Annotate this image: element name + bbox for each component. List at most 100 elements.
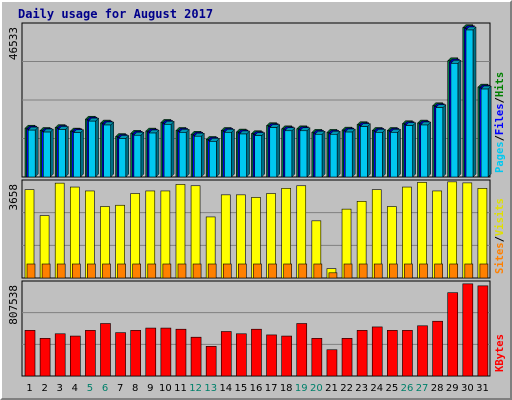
bar-pages-day-12-side [201, 132, 205, 178]
kbytes-series-label: KBytes [494, 334, 506, 372]
sites-visits-axis-label: 3658 [7, 184, 20, 211]
bar-pages-day-30-side [472, 26, 477, 178]
bar-kbytes-day-31 [477, 285, 489, 377]
kbytes-axis-label: 807538 [7, 285, 20, 325]
bar-kbytes-day-2 [39, 338, 51, 377]
bar-sites-day-17 [268, 263, 277, 279]
x-tick-label-day-1: 1 [26, 383, 32, 394]
bar-pages-day-26-side [412, 122, 416, 178]
chart-title: Daily usage for August 2017 [18, 7, 214, 21]
bar-visits-day-27 [417, 182, 427, 279]
x-tick-label-day-23: 23 [355, 383, 368, 394]
series-label-: / [494, 135, 506, 141]
bar-kbytes-day-7 [115, 332, 126, 377]
series-label-pages: Pages [494, 141, 506, 173]
bar-sites-day-8 [132, 263, 141, 279]
x-tick-label-day-8: 8 [132, 383, 138, 394]
bar-kbytes-day-16 [251, 328, 262, 377]
x-tick-label-day-11: 11 [174, 383, 187, 394]
series-label-kbytes: KBytes [494, 334, 506, 372]
x-tick-label-day-2: 2 [41, 383, 47, 394]
bar-kbytes-day-20 [311, 338, 323, 377]
x-tick-label-day-13: 13 [204, 383, 217, 394]
bar-sites-day-10 [162, 263, 172, 279]
x-tick-label-day-25: 25 [386, 383, 399, 394]
x-tick-label-day-14: 14 [219, 383, 232, 394]
bar-pages-day-6 [103, 124, 111, 178]
bar-pages-day-2 [42, 131, 51, 178]
bar-pages-day-17-side [276, 123, 280, 178]
bar-pages-day-11-side [185, 128, 190, 178]
bar-sites-day-21 [328, 272, 338, 279]
bar-kbytes-day-12 [190, 336, 202, 377]
bar-kbytes-day-13 [205, 346, 217, 377]
bar-kbytes-day-24 [371, 326, 383, 377]
bar-pages-day-25 [390, 132, 398, 178]
bar-pages-day-26 [405, 125, 413, 178]
bar-pages-day-11 [178, 132, 187, 178]
bar-kbytes-day-21 [326, 349, 338, 377]
bar-pages-day-10-side [170, 120, 175, 178]
bar-pages-day-17 [269, 127, 278, 178]
bar-sites-day-2 [41, 263, 51, 279]
bar-pages-day-4-side [80, 129, 84, 178]
bar-pages-day-3 [58, 129, 66, 178]
bar-pages-day-23 [360, 126, 368, 178]
bar-sites-day-18 [283, 263, 292, 279]
bar-pages-day-29-side [457, 59, 462, 178]
bar-sites-day-29 [449, 263, 459, 279]
bar-sites-day-26 [404, 263, 413, 279]
x-tick-label-day-3: 3 [57, 383, 63, 394]
x-tick-label-day-16: 16 [250, 383, 263, 394]
x-tick-label-day-29: 29 [446, 383, 459, 394]
bar-kbytes-day-19 [296, 323, 308, 377]
bar-sites-day-28 [434, 263, 443, 279]
bar-pages-day-29 [450, 63, 459, 178]
bar-pages-day-7 [118, 138, 127, 178]
x-tick-label-day-5: 5 [87, 383, 93, 394]
x-tick-label-day-24: 24 [370, 383, 383, 394]
bar-kbytes-day-28 [432, 320, 443, 377]
bar-sites-day-9 [147, 263, 157, 279]
x-tick-label-day-9: 9 [147, 383, 153, 394]
x-tick-label-day-31: 31 [476, 383, 489, 394]
bar-sites-day-16 [253, 263, 262, 279]
bar-pages-day-21-side [336, 130, 341, 178]
bar-kbytes-day-27 [417, 325, 428, 377]
bar-pages-day-23-side [367, 122, 371, 178]
pages-files-hits-axis-label: 46533 [7, 27, 20, 60]
bar-sites-day-4 [71, 263, 81, 279]
bar-pages-day-8-side [140, 131, 145, 178]
bar-sites-day-6 [102, 263, 111, 279]
bar-pages-day-28 [435, 107, 444, 178]
bar-sites-day-3 [56, 263, 66, 279]
bar-sites-day-11 [177, 263, 187, 279]
bar-kbytes-day-26 [402, 330, 413, 377]
bar-pages-day-13-side [216, 137, 220, 178]
bar-pages-day-8 [133, 134, 142, 178]
bar-kbytes-day-5 [85, 330, 96, 377]
bar-pages-day-7-side [125, 134, 130, 178]
bar-pages-day-20-side [321, 130, 326, 178]
bar-sites-day-24 [373, 263, 383, 279]
series-label-hits: Hits [494, 72, 506, 97]
bar-kbytes-day-3 [54, 333, 66, 377]
bar-sites-day-27 [419, 263, 428, 279]
series-label-sites: Sites [494, 242, 506, 274]
bar-kbytes-day-1 [24, 330, 36, 377]
series-label-: / [494, 97, 506, 103]
bar-pages-day-19 [299, 130, 308, 178]
x-tick-label-day-10: 10 [159, 383, 172, 394]
bar-pages-day-3-side [65, 125, 69, 178]
bar-pages-day-5 [88, 120, 96, 178]
bar-pages-day-28-side [442, 104, 447, 178]
bar-kbytes-day-4 [69, 335, 81, 377]
bar-sites-day-22 [343, 263, 353, 279]
bar-pages-day-10 [163, 124, 172, 178]
bar-kbytes-day-23 [356, 330, 368, 377]
bar-pages-day-15 [239, 133, 247, 178]
bar-visits-day-29 [447, 181, 458, 279]
bar-pages-day-6-side [110, 121, 114, 178]
bar-pages-day-13 [209, 141, 217, 178]
